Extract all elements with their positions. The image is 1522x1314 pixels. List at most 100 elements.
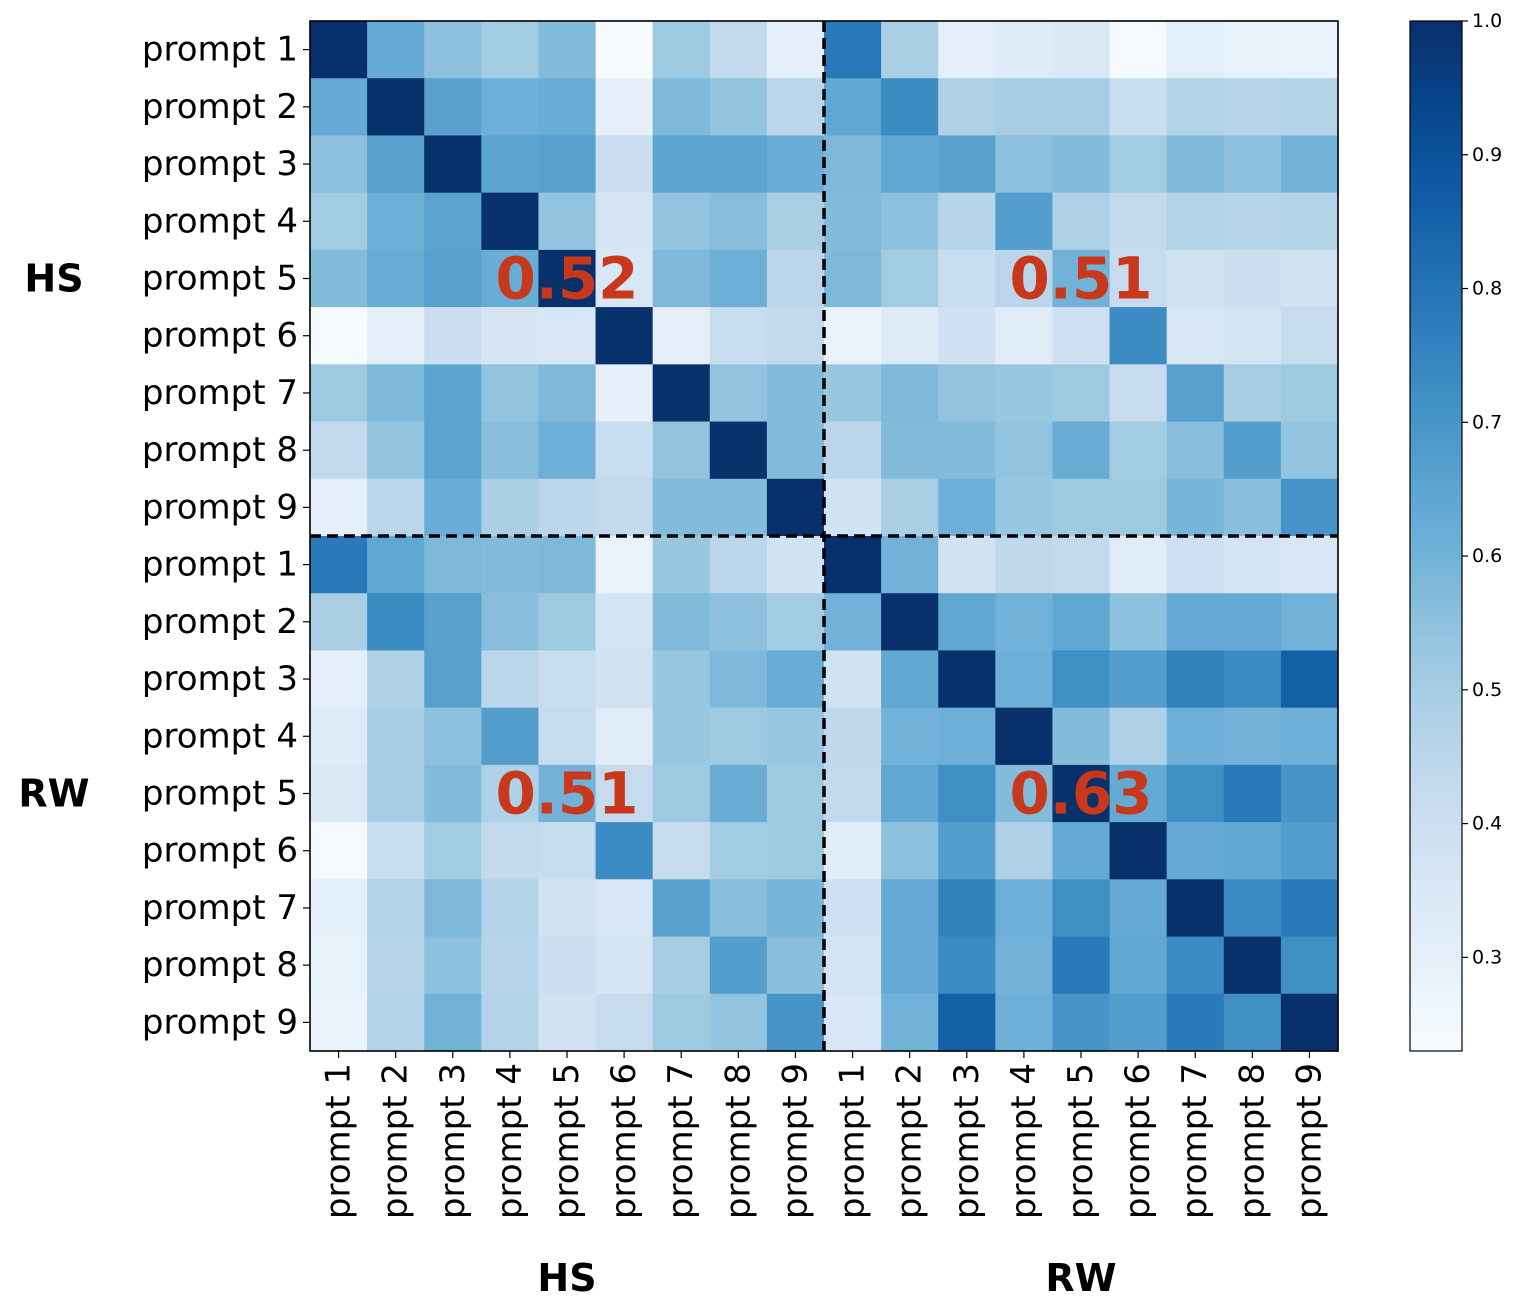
heatmap-cell	[995, 249, 1054, 308]
heatmap-cell	[652, 993, 711, 1052]
row-group-label: RW	[18, 772, 89, 816]
heatmap-cell	[1223, 650, 1282, 709]
colorbar-tick-label: 0.5	[1472, 679, 1502, 701]
heatmap-cell	[481, 21, 540, 79]
heatmap-cell	[424, 764, 482, 823]
heatmap-cell	[652, 707, 711, 766]
col-group-label: RW	[1045, 1256, 1116, 1300]
heatmap-cell	[424, 936, 482, 995]
y-tick-label: prompt 9	[142, 1002, 298, 1042]
heatmap-cell	[481, 536, 540, 594]
colorbar-tick-label: 0.9	[1472, 144, 1502, 166]
heatmap-cell	[310, 78, 368, 137]
heatmap-cell	[824, 536, 882, 594]
heatmap-cell	[995, 421, 1054, 480]
heatmap-cell	[538, 536, 597, 594]
heatmap-cell	[709, 764, 768, 823]
x-tick-label: prompt 8	[718, 1063, 758, 1219]
heatmap-cell	[310, 307, 368, 365]
heatmap-cell	[367, 21, 425, 79]
heatmap-cell	[766, 21, 825, 79]
block-dividers	[310, 21, 1338, 1051]
group-labels: HS RW HS RW	[18, 257, 1116, 1301]
heatmap-cell	[709, 822, 768, 880]
heatmap-cell	[1109, 593, 1168, 652]
x-tick-label: prompt 6	[604, 1063, 644, 1219]
heatmap-cell	[881, 249, 939, 308]
heatmap-cell	[310, 135, 368, 194]
heatmap-cell	[1109, 764, 1168, 823]
x-tick-label: prompt 5	[547, 1063, 587, 1219]
heatmap-cell	[881, 421, 939, 480]
heatmap-cell	[1223, 135, 1282, 194]
heatmap-cell	[995, 78, 1054, 137]
heatmap-cell	[1280, 764, 1339, 823]
heatmap-cell	[652, 307, 711, 365]
heatmap-cell	[424, 650, 482, 709]
heatmap-cell	[424, 822, 482, 880]
heatmap-cell	[1223, 421, 1282, 480]
heatmap-cell	[1166, 707, 1225, 766]
heatmap-cell	[367, 993, 425, 1052]
heatmap-cell	[595, 78, 654, 137]
colorbar-gradient	[1409, 20, 1463, 1052]
heatmap-cell	[481, 192, 540, 251]
heatmap-cell	[995, 536, 1054, 594]
heatmap-cell	[824, 478, 882, 537]
heatmap-cell	[652, 650, 711, 709]
heatmap-cell	[481, 307, 540, 365]
heatmap-cell	[1280, 192, 1339, 251]
heatmap-cell	[1052, 536, 1111, 594]
heatmap-cell	[481, 135, 540, 194]
heatmap-cell	[367, 135, 425, 194]
x-tick-label: prompt 7	[661, 1063, 701, 1219]
heatmap-cell	[310, 192, 368, 251]
heatmap-cell	[652, 21, 711, 79]
heatmap-cell	[709, 249, 768, 308]
heatmap-cell	[1223, 536, 1282, 594]
heatmap-cell	[709, 707, 768, 766]
heatmap-cell	[766, 936, 825, 995]
heatmap-cell	[766, 135, 825, 194]
heatmap-cell	[1052, 822, 1111, 880]
heatmap-cell	[709, 78, 768, 137]
heatmap-cell	[310, 364, 368, 423]
heatmap-cell	[652, 421, 711, 480]
heatmap-cell	[766, 593, 825, 652]
heatmap-cell	[595, 707, 654, 766]
heatmap-cell	[1166, 421, 1225, 480]
heatmap-cell	[824, 421, 882, 480]
heatmap-cell	[1052, 936, 1111, 995]
colorbar-tick-label: 0.4	[1472, 813, 1502, 835]
block-annotation: 0.52	[495, 245, 638, 313]
heatmap-cell	[481, 421, 540, 480]
heatmap-cell	[1166, 879, 1225, 938]
heatmap-cell	[481, 993, 540, 1052]
heatmap-cell	[424, 993, 482, 1052]
heatmap-cell	[709, 135, 768, 194]
y-tick-label: prompt 8	[142, 430, 298, 470]
heatmap-cell	[1280, 364, 1339, 423]
y-tick-label: prompt 6	[142, 831, 298, 871]
x-tick-label: prompt 2	[890, 1063, 930, 1219]
heatmap-cell	[538, 135, 597, 194]
heatmap-cell	[481, 650, 540, 709]
heatmap-cell	[709, 192, 768, 251]
heatmap-cell	[766, 993, 825, 1052]
heatmap-cell	[766, 879, 825, 938]
heatmap-cell	[824, 192, 882, 251]
block-annotation: 0.51	[1009, 245, 1152, 313]
heatmap-cell	[310, 536, 368, 594]
heatmap-cell	[995, 478, 1054, 537]
heatmap-cell	[652, 478, 711, 537]
heatmap-cell	[1109, 650, 1168, 709]
heatmap-cell	[538, 822, 597, 880]
heatmap-cell	[652, 192, 711, 251]
heatmap-cell	[881, 478, 939, 537]
heatmap-cell	[1052, 764, 1111, 823]
x-tick-label: prompt 6	[1118, 1063, 1158, 1219]
heatmap-cell	[938, 650, 996, 709]
heatmap-cell	[424, 421, 482, 480]
y-tick-label: prompt 2	[142, 87, 298, 127]
heatmap-cell	[367, 879, 425, 938]
